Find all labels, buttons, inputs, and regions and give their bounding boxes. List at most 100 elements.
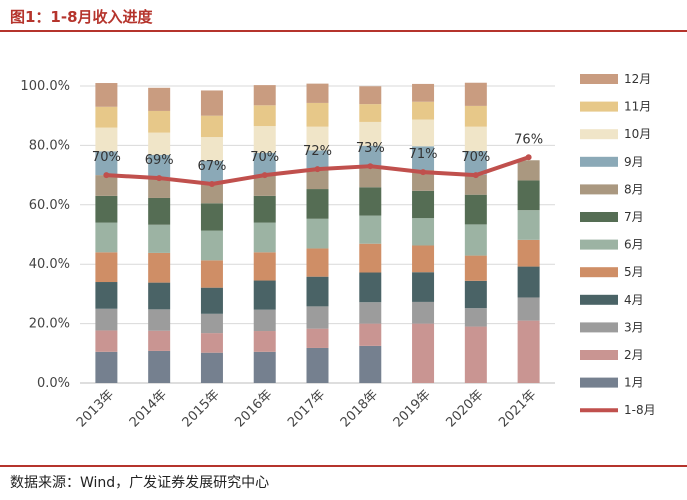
bar-segment-7月 xyxy=(200,203,223,231)
bars xyxy=(95,82,540,383)
bar-segment-7月 xyxy=(412,190,435,219)
legend-swatch-1月 xyxy=(580,377,618,388)
x-tick-label: 2016年 xyxy=(232,387,275,430)
bar-segment-8月 xyxy=(95,175,118,196)
bar-segment-4月 xyxy=(306,276,329,307)
bar-segment-11月 xyxy=(95,106,118,128)
x-tick-label: 2015年 xyxy=(180,387,223,430)
bar-segment-3月 xyxy=(412,301,435,324)
bar-segment-7月 xyxy=(517,180,540,211)
legend-label: 7月 xyxy=(624,210,644,224)
data-label: 67% xyxy=(197,159,226,174)
bar-segment-11月 xyxy=(148,110,171,133)
progress-point xyxy=(261,172,268,179)
bar-segment-8月 xyxy=(517,160,540,181)
bar-segment-8月 xyxy=(148,177,171,198)
bar-segment-5月 xyxy=(464,255,487,281)
legend-label: 1月 xyxy=(624,376,644,390)
bar-segment-6月 xyxy=(464,224,487,256)
progress-point xyxy=(314,166,321,173)
bar-segment-4月 xyxy=(464,280,487,309)
legend-label: 11月 xyxy=(624,100,651,114)
data-label: 70% xyxy=(250,150,279,165)
bar-segment-4月 xyxy=(359,272,382,303)
bar-segment-6月 xyxy=(148,224,171,253)
y-tick-label: 80.0% xyxy=(29,138,70,153)
bar-segment-2月 xyxy=(253,331,276,352)
bar-segment-5月 xyxy=(412,245,435,273)
bar-segment-7月 xyxy=(253,195,276,223)
bar-segment-10月 xyxy=(253,126,276,153)
progress-point xyxy=(472,172,479,179)
bar-segment-7月 xyxy=(359,187,382,216)
bar-segment-12月 xyxy=(464,82,487,106)
bar-segment-12月 xyxy=(412,83,435,102)
bar-segment-12月 xyxy=(95,83,118,107)
legend-swatch-3月 xyxy=(580,322,618,333)
progress-line: 70% 69% 67% 70% 72% 73% 71% 70% 76% xyxy=(92,132,543,188)
bar-segment-2月 xyxy=(200,333,223,353)
x-tick-label: 2017年 xyxy=(285,387,328,430)
legend-label: 3月 xyxy=(624,320,644,334)
bar-segment-12月 xyxy=(200,90,223,116)
bar-segment-3月 xyxy=(517,297,540,321)
bar-segment-5月 xyxy=(253,252,276,281)
legend-swatch-8月 xyxy=(580,184,618,195)
bar-segment-2月 xyxy=(464,326,487,383)
bar-segment-8月 xyxy=(359,166,382,188)
progress-point xyxy=(208,181,215,188)
bar-segment-4月 xyxy=(148,282,171,310)
legend-label: 4月 xyxy=(624,293,644,307)
bar-segment-3月 xyxy=(95,308,118,331)
x-axis: 2013年 2014年 2015年 2016年 2017年 2018年 2019年 2020年… xyxy=(74,387,539,430)
bar-segment-5月 xyxy=(148,252,171,283)
bar-segment-12月 xyxy=(359,86,382,105)
legend-label: 10月 xyxy=(624,127,651,141)
bar-segment-6月 xyxy=(306,218,329,249)
legend-swatch-9月 xyxy=(580,156,618,167)
progress-point xyxy=(367,163,374,170)
bar-segment-10月 xyxy=(306,126,329,151)
legend-swatch-10月 xyxy=(580,129,618,140)
legend-swatch-11月 xyxy=(580,101,618,112)
x-tick-label: 2021年 xyxy=(496,387,539,430)
legend-swatch-12月 xyxy=(580,74,618,84)
bar-segment-9月 xyxy=(412,146,435,171)
bar-segment-10月 xyxy=(359,121,382,146)
bar-segment-6月 xyxy=(412,218,435,246)
bar-segment-8月 xyxy=(306,168,329,190)
bar-segment-5月 xyxy=(359,243,382,273)
bar-segment-2月 xyxy=(412,323,435,383)
bar-segment-10月 xyxy=(95,127,118,152)
legend-swatch-2月 xyxy=(580,350,618,360)
progress-point xyxy=(420,169,427,176)
legend-label: 9月 xyxy=(624,155,644,169)
bar-segment-4月 xyxy=(200,287,223,314)
bar-segment-8月 xyxy=(464,174,487,195)
bar-segment-9月 xyxy=(95,151,118,176)
bar-segment-2月 xyxy=(306,328,329,348)
bar-segment-8月 xyxy=(200,184,223,204)
bar-segment-5月 xyxy=(95,252,118,283)
progress-point xyxy=(156,175,163,182)
legend-swatch-6月 xyxy=(580,239,618,250)
x-tick-label: 2014年 xyxy=(127,387,170,430)
source-note: 数据来源：Wind，广发证券发展研究中心 xyxy=(10,475,270,491)
title-rule xyxy=(0,30,687,32)
bar-segment-3月 xyxy=(306,306,329,329)
bar-segment-2月 xyxy=(517,320,540,383)
y-tick-label: 60.0% xyxy=(29,198,70,213)
bar-segment-1月 xyxy=(148,350,171,383)
bar-segment-10月 xyxy=(200,137,223,161)
y-axis: 0.0% 20.0% 40.0% 60.0% 80.0% 100.0% xyxy=(20,79,70,391)
y-tick-label: 0.0% xyxy=(37,376,70,391)
x-tick-label: 2019年 xyxy=(391,387,434,430)
bar-segment-1月 xyxy=(200,352,223,383)
bar-segment-11月 xyxy=(464,105,487,127)
bar-segment-9月 xyxy=(253,152,276,176)
bar-segment-6月 xyxy=(95,222,118,253)
bar-segment-5月 xyxy=(200,260,223,288)
figure-title: 图1：1-8月收入进度 xyxy=(10,8,153,26)
legend: 12月 11月 10月 9月 8月 7月 6月 5月 4月 3月 2月 1月 1-8月 xyxy=(580,72,656,417)
legend-swatch-4月 xyxy=(580,294,618,305)
